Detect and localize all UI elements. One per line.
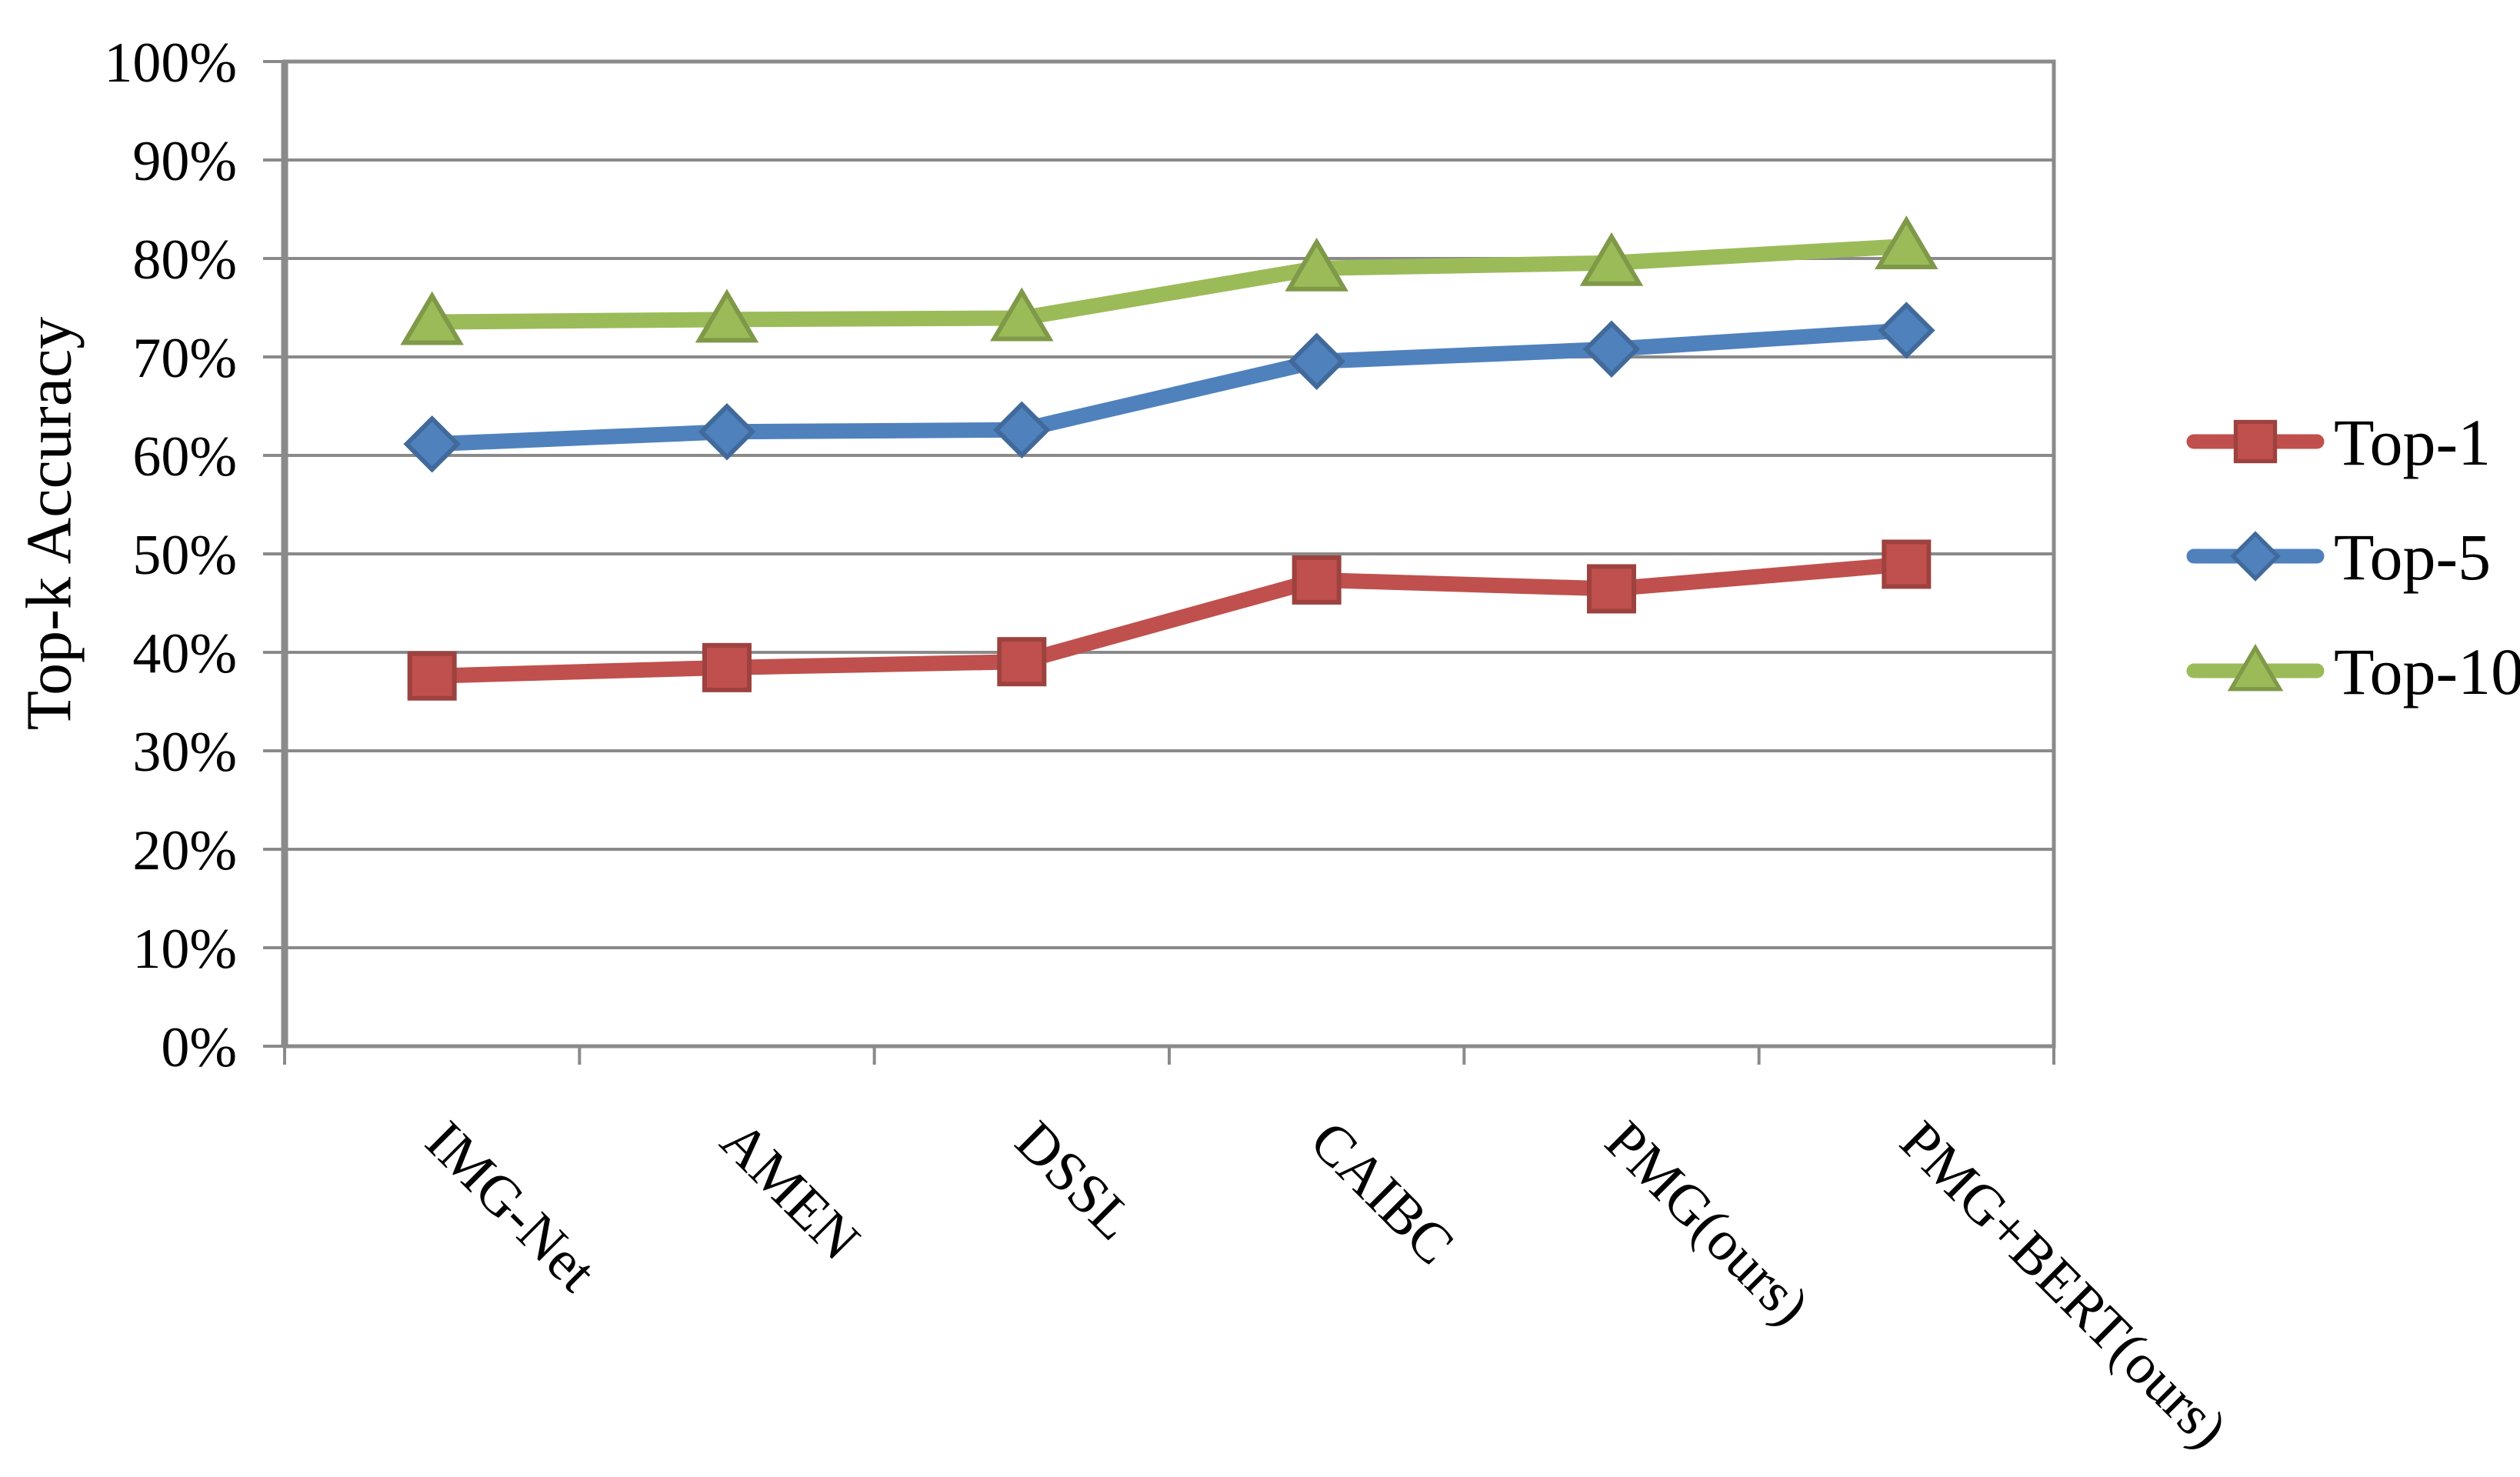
y-axis-tick-labels: 0% 10% 20% 30% 40% 50% 60% 70% 80% 90% 100% bbox=[104, 32, 237, 1079]
series-top-1-marker bbox=[1292, 555, 1342, 605]
legend-item-top-5: Top-5 bbox=[2186, 520, 2491, 594]
series-top-1-line bbox=[424, 556, 1915, 684]
legend: Top-1 Top-5 Top-10 bbox=[2186, 405, 2520, 708]
y-tick-label: 60% bbox=[132, 425, 237, 488]
series-top-5-marker bbox=[403, 415, 461, 473]
y-tick-label: 70% bbox=[132, 327, 237, 390]
series-top-10-line bbox=[424, 238, 1915, 330]
legend-label: Top-5 bbox=[2334, 520, 2491, 594]
x-category-label: AMEN bbox=[708, 1109, 872, 1272]
series-top-1-marker bbox=[1882, 539, 1932, 589]
legend-label: Top-10 bbox=[2334, 635, 2520, 708]
series-top-10-marker bbox=[1285, 237, 1348, 292]
y-tick-label: 0% bbox=[161, 1016, 237, 1079]
x-category-label: PMG(ours) bbox=[1593, 1109, 1821, 1337]
x-category-label: PMG+BERT(ours) bbox=[1888, 1109, 2238, 1460]
x-category-label: CAIBC bbox=[1298, 1109, 1466, 1277]
series-top-10-marker bbox=[400, 291, 464, 345]
y-tick-label: 80% bbox=[132, 228, 237, 292]
x-axis-category-labels: IMG-Net AMEN DSSL CAIBC PMG(ours) PMG+BERT(ou… bbox=[414, 1109, 2239, 1460]
series-top-5-line bbox=[424, 322, 1915, 452]
series-top-5-marker bbox=[1582, 320, 1641, 378]
series-top-1-marker bbox=[407, 651, 457, 701]
legend-item-top-1: Top-1 bbox=[2186, 405, 2491, 479]
series-top-5-marker bbox=[993, 401, 1051, 458]
series-top-10-marker bbox=[990, 287, 1054, 342]
series-top-1-marker bbox=[997, 637, 1047, 687]
legend-label: Top-1 bbox=[2334, 405, 2491, 479]
series-top-5-marker bbox=[1878, 302, 1935, 359]
series-top-5 bbox=[403, 302, 1935, 473]
series-top-1-marker bbox=[1587, 564, 1636, 614]
y-tick-label: 50% bbox=[132, 524, 237, 587]
series-top-5-marker bbox=[698, 403, 756, 461]
series-top-1 bbox=[407, 539, 1932, 701]
series-top-1-marker bbox=[702, 642, 752, 692]
x-category-label: IMG-Net bbox=[414, 1109, 608, 1304]
series-top-10-marker bbox=[1875, 215, 1938, 269]
gridlines bbox=[285, 60, 2054, 1048]
legend-item-top-10: Top-10 bbox=[2186, 635, 2520, 708]
axis-ticks bbox=[263, 60, 2055, 1065]
series-top-5-marker bbox=[1288, 332, 1345, 391]
series-top-10-marker bbox=[695, 288, 759, 343]
x-category-label: DSSL bbox=[1003, 1109, 1146, 1252]
y-tick-label: 20% bbox=[132, 819, 237, 882]
legend-diamond-marker bbox=[2230, 531, 2281, 582]
y-tick-label: 40% bbox=[132, 622, 237, 685]
legend-square-marker bbox=[2233, 419, 2278, 464]
legend-triangle-marker bbox=[2227, 643, 2284, 692]
y-tick-label: 10% bbox=[132, 918, 237, 981]
series-top-10-marker bbox=[1579, 232, 1644, 286]
series-top-10 bbox=[400, 215, 1938, 345]
y-tick-label: 100% bbox=[104, 32, 237, 95]
y-tick-label: 90% bbox=[132, 130, 237, 193]
y-tick-label: 30% bbox=[132, 721, 237, 784]
